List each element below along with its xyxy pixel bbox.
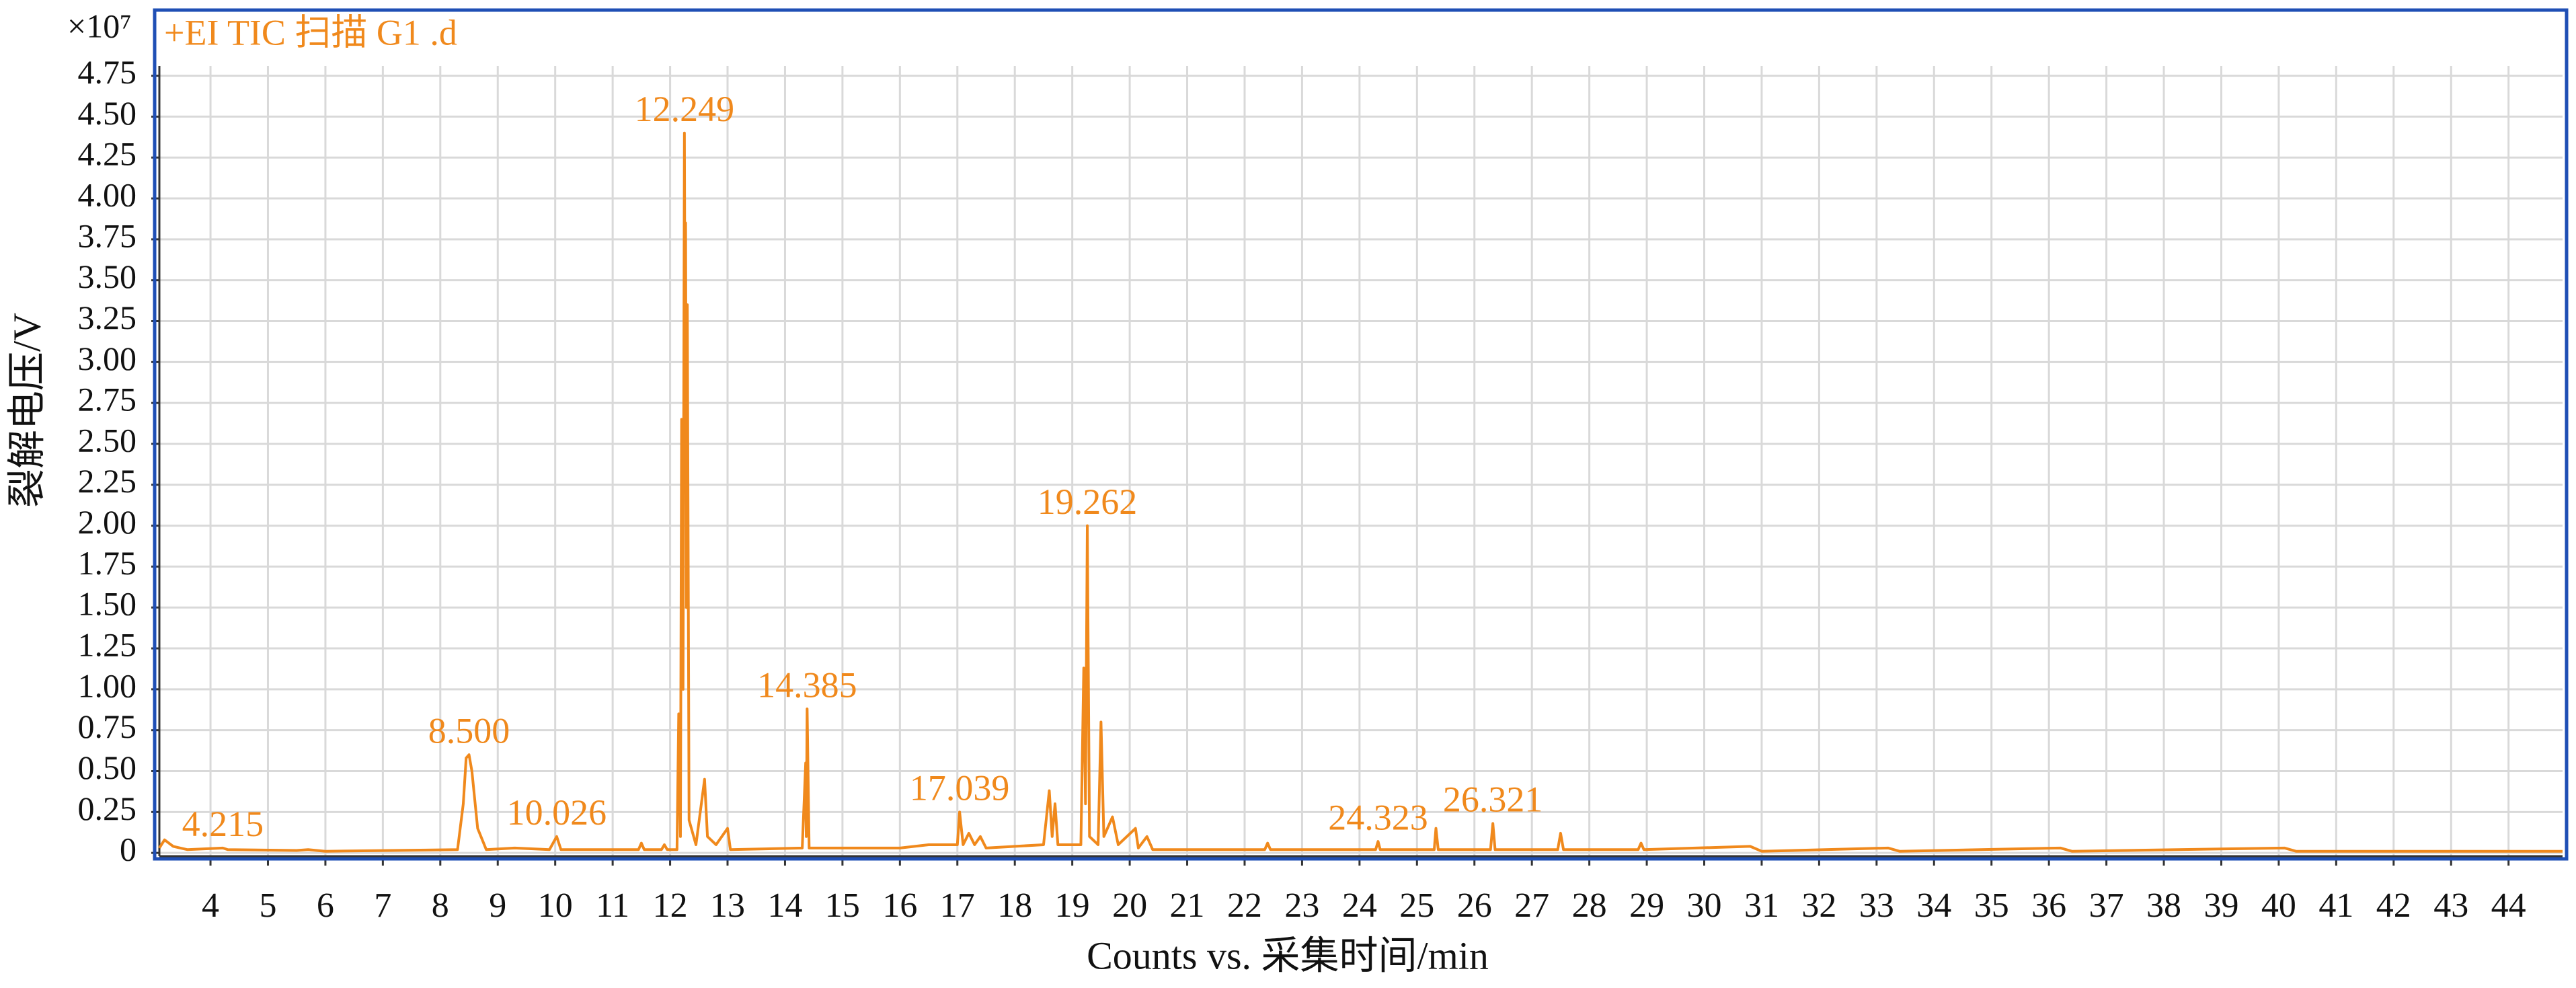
y-tick-label: 1.75 — [78, 544, 137, 582]
peak-label: 12.249 — [635, 89, 735, 129]
y-tick-label: 3.00 — [78, 340, 137, 377]
x-tick-label: 36 — [2031, 886, 2066, 925]
y-axis-label: 裂解电压/V — [5, 313, 48, 508]
y-tick-label: 1.50 — [78, 585, 137, 623]
peak-label: 10.026 — [507, 792, 607, 833]
x-tick-label: 23 — [1284, 886, 1319, 925]
y-tick-label: 4.00 — [78, 176, 137, 214]
x-tick-label: 11 — [596, 886, 629, 925]
x-tick-label: 25 — [1399, 886, 1434, 925]
x-tick-label: 6 — [317, 886, 334, 925]
x-tick-label: 19 — [1055, 886, 1090, 925]
x-tick-label: 14 — [767, 886, 802, 925]
y-tick-label: 2.00 — [78, 503, 137, 541]
y-tick-label: 0 — [120, 831, 136, 868]
y-tick-label: 2.50 — [78, 421, 137, 459]
x-tick-label: 4 — [202, 886, 219, 925]
series-line — [158, 131, 2563, 853]
x-tick-label: 31 — [1744, 886, 1779, 925]
y-tick-label: 0.25 — [78, 790, 137, 827]
x-tick-label: 9 — [489, 886, 506, 925]
x-tick-label: 44 — [2491, 886, 2526, 925]
frame — [153, 8, 2569, 861]
peak-label: 24.323 — [1328, 797, 1428, 837]
x-tick-label: 18 — [997, 886, 1032, 925]
y-tick-label: 3.50 — [78, 258, 137, 295]
peak-label: 26.321 — [1443, 780, 1543, 820]
x-tick-label: 24 — [1342, 886, 1377, 925]
x-tick-label: 15 — [825, 886, 860, 925]
y-tick-label: 0.75 — [78, 708, 137, 745]
peak-label: 17.039 — [910, 768, 1010, 808]
x-tick-label: 26 — [1457, 886, 1492, 925]
x-tick-label: 43 — [2433, 886, 2468, 925]
y-tick-label: 4.50 — [78, 94, 137, 132]
y-tick-label: 4.75 — [78, 53, 137, 91]
y-tick-label: 2.25 — [78, 462, 137, 500]
y-tick-label: 1.00 — [78, 667, 137, 704]
x-tick-label: 35 — [1974, 886, 2009, 925]
x-tick-label: 16 — [882, 886, 917, 925]
x-tick-label: 12 — [653, 886, 688, 925]
y-scale-label: ×10⁷ — [67, 7, 132, 44]
x-tick-label: 29 — [1629, 886, 1664, 925]
x-tick-label: 22 — [1227, 886, 1262, 925]
x-tick-label: 17 — [940, 886, 975, 925]
x-tick-label: 20 — [1112, 886, 1147, 925]
x-axis-label: Counts vs. 采集时间/min — [1087, 934, 1489, 977]
x-tick-label: 32 — [1801, 886, 1836, 925]
x-tick-label: 42 — [2376, 886, 2411, 925]
y-tick-label: 1.25 — [78, 626, 137, 664]
x-tick-label: 30 — [1687, 886, 1722, 925]
x-tick-label: 13 — [710, 886, 745, 925]
x-tick-label: 27 — [1514, 886, 1549, 925]
x-tick-label: 41 — [2318, 886, 2353, 925]
x-tick-label: 21 — [1170, 886, 1205, 925]
x-tick-label: 34 — [1916, 886, 1951, 925]
x-tick-label: 7 — [374, 886, 391, 925]
y-tick-label: 0.50 — [78, 749, 137, 786]
x-tick-label: 33 — [1859, 886, 1894, 925]
x-tick-label: 28 — [1572, 886, 1607, 925]
peak-label: 4.215 — [182, 804, 264, 844]
x-tick-label: 40 — [2261, 886, 2296, 925]
peak-label: 8.500 — [428, 711, 510, 751]
y-tick-label: 3.75 — [78, 217, 137, 254]
peak-label: 19.262 — [1038, 482, 1138, 522]
x-tick-label: 5 — [259, 886, 276, 925]
peak-label: 14.385 — [757, 664, 857, 705]
y-tick-label: 3.25 — [78, 299, 137, 336]
y-tick-label: 4.25 — [78, 135, 137, 173]
plot-area: 0 0.25 0.50 0.75 1.001.251.501.752.002.252.5… — [78, 53, 2563, 925]
chart-title: +EI TIC 扫描 G1 .d — [164, 12, 457, 52]
x-tick-label: 39 — [2203, 886, 2238, 925]
x-tick-label: 10 — [538, 886, 573, 925]
y-tick-label: 2.75 — [78, 381, 137, 418]
x-tick-label: 8 — [432, 886, 449, 925]
x-tick-label: 38 — [2146, 886, 2181, 925]
x-tick-label: 37 — [2089, 886, 2124, 925]
